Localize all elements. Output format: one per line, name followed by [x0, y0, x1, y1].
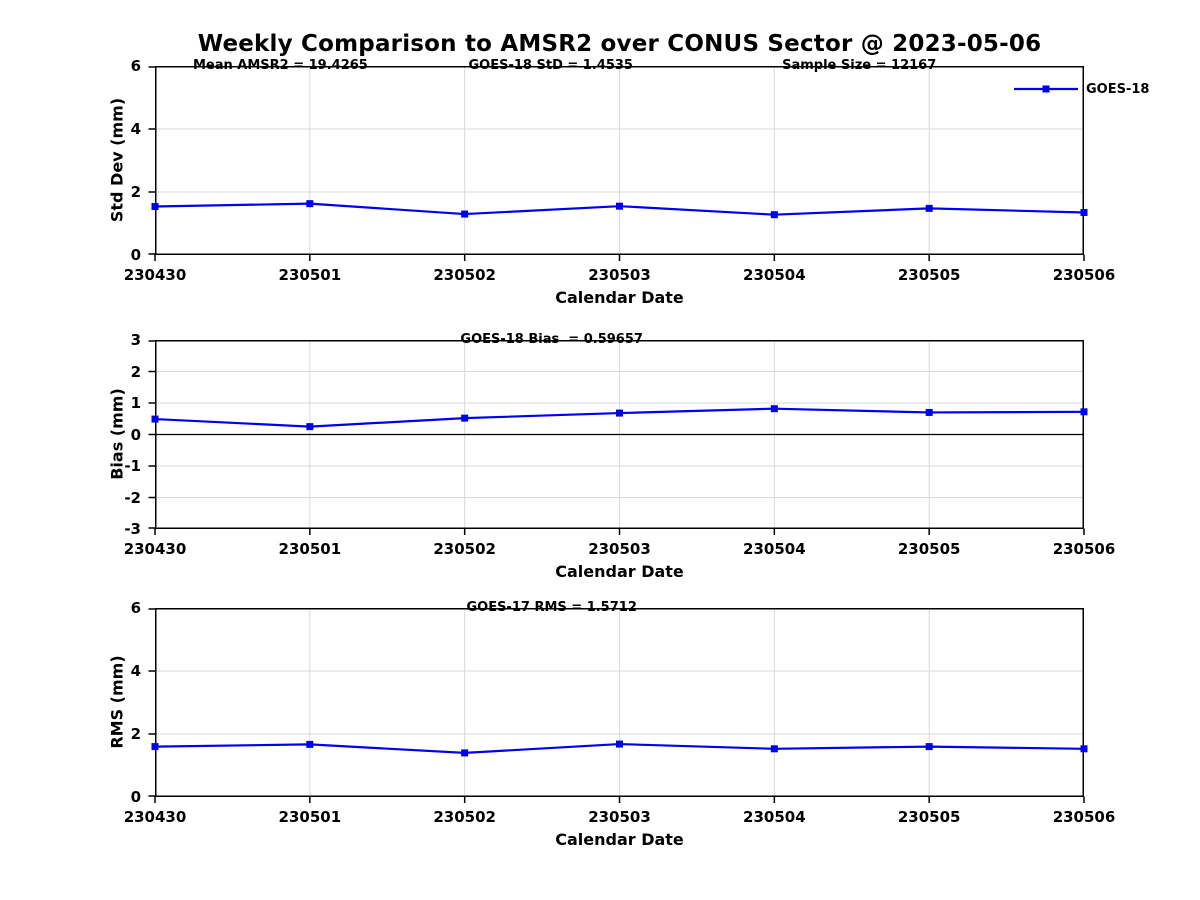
- x-tick-label: 230504: [743, 540, 806, 558]
- x-tick-label: 230501: [278, 808, 342, 826]
- x-tick-label: 230504: [743, 266, 806, 284]
- x-tick-label: 230504: [743, 808, 806, 826]
- x-tick-label: 230505: [897, 266, 961, 284]
- data-point-marker: [1080, 408, 1088, 416]
- x-axis-title: Calendar Date: [555, 562, 684, 581]
- y-tick-label: 2: [130, 183, 141, 201]
- x-tick-label: 230506: [1052, 266, 1116, 284]
- data-point-marker: [461, 210, 469, 218]
- x-tick-label: 230430: [123, 540, 187, 558]
- data-point-marker: [461, 414, 469, 422]
- data-point-marker: [925, 743, 933, 751]
- data-point-marker: [306, 200, 314, 208]
- y-tick-label: 4: [130, 662, 141, 680]
- data-point-marker: [925, 204, 933, 212]
- y-tick-label: 0: [130, 425, 141, 444]
- y-tick-label: -3: [124, 520, 141, 538]
- y-tick-label: 6: [130, 599, 141, 617]
- x-tick-label: 230430: [123, 266, 187, 284]
- legend-marker-icon: [1042, 85, 1050, 93]
- legend-label: GOES-18: [1086, 81, 1150, 97]
- data-point-marker: [925, 408, 933, 416]
- x-tick-label: 230505: [897, 808, 961, 826]
- data-point-marker: [770, 745, 778, 753]
- stat-annotation: GOES-17 RMS = 1.5712: [466, 600, 637, 615]
- x-tick-label: 230501: [278, 266, 342, 284]
- x-tick-label: 230503: [588, 266, 651, 284]
- data-point-marker: [461, 749, 469, 757]
- x-tick-label: 230505: [897, 540, 961, 558]
- data-point-marker: [616, 409, 623, 417]
- x-tick-label: 230503: [588, 808, 651, 826]
- x-axis-title: Calendar Date: [555, 288, 684, 307]
- stat-annotation: Sample Size = 12167: [782, 58, 937, 73]
- data-point-marker: [151, 415, 159, 423]
- plot-area: [148, 340, 1088, 535]
- x-tick-label: 230506: [1052, 540, 1116, 558]
- plot-area: [148, 608, 1088, 803]
- x-tick-label: 230502: [433, 808, 496, 826]
- axes-box: [155, 608, 1084, 797]
- legend-line-sample: [1014, 85, 1078, 93]
- y-tick-label: -1: [124, 457, 141, 475]
- data-point-marker: [1080, 208, 1088, 216]
- data-point-marker: [616, 740, 623, 748]
- y-axis-title-text: Bias (mm): [107, 388, 127, 480]
- data-point-marker: [1080, 745, 1088, 753]
- data-point-marker: [151, 743, 159, 751]
- plot-area: [148, 66, 1088, 261]
- y-axis-title-text: Std Dev (mm): [107, 97, 127, 223]
- y-axis-title-text: RMS (mm): [107, 655, 127, 749]
- y-tick-label: 2: [130, 725, 141, 743]
- y-tick-label: 4: [130, 120, 141, 138]
- data-point-marker: [770, 405, 778, 413]
- data-point-marker: [616, 202, 623, 210]
- subplot-rms: 0 2 4 6 230430 230501 230502 230503 230504 230505…: [0, 600, 1200, 858]
- chart-title: Weekly Comparison to AMSR2 over CONUS Se…: [197, 31, 1042, 57]
- x-tick-label: 230501: [278, 540, 342, 558]
- stat-annotation: GOES-18 Bias = 0.59657: [460, 332, 643, 347]
- x-tick-label: 230502: [433, 266, 496, 284]
- x-tick-label: 230506: [1052, 808, 1116, 826]
- y-tick-label: 6: [130, 57, 141, 75]
- axes-box: [155, 66, 1084, 255]
- subplot-std-dev: 0 2 4 6 230430 230501 230502 230503 230504 230505…: [0, 58, 1200, 316]
- y-tick-label: 2: [130, 362, 141, 381]
- x-tick-label: 230503: [588, 540, 651, 558]
- stat-annotation: GOES-18 StD = 1.4535: [468, 58, 633, 73]
- stat-annotation: Mean AMSR2 = 19.4265: [192, 58, 368, 73]
- data-point-marker: [306, 740, 314, 748]
- data-point-marker: [306, 423, 314, 431]
- y-tick-label: 3: [130, 331, 141, 349]
- data-point-marker: [770, 211, 778, 219]
- subplot-bias: 3 2 1 0 -1 -2 -3 230430 230501 230502 230503 230504…: [0, 332, 1200, 590]
- y-tick-label: 0: [130, 246, 141, 264]
- axes-box: [155, 340, 1084, 529]
- x-axis-title: Calendar Date: [555, 830, 684, 849]
- y-tick-label: 0: [130, 788, 141, 806]
- x-tick-label: 230430: [123, 808, 187, 826]
- x-tick-label: 230502: [433, 540, 496, 558]
- legend: GOES-18: [1014, 81, 1150, 97]
- data-point-marker: [151, 202, 159, 210]
- y-tick-label: -2: [124, 488, 141, 507]
- y-tick-label: 1: [130, 394, 141, 412]
